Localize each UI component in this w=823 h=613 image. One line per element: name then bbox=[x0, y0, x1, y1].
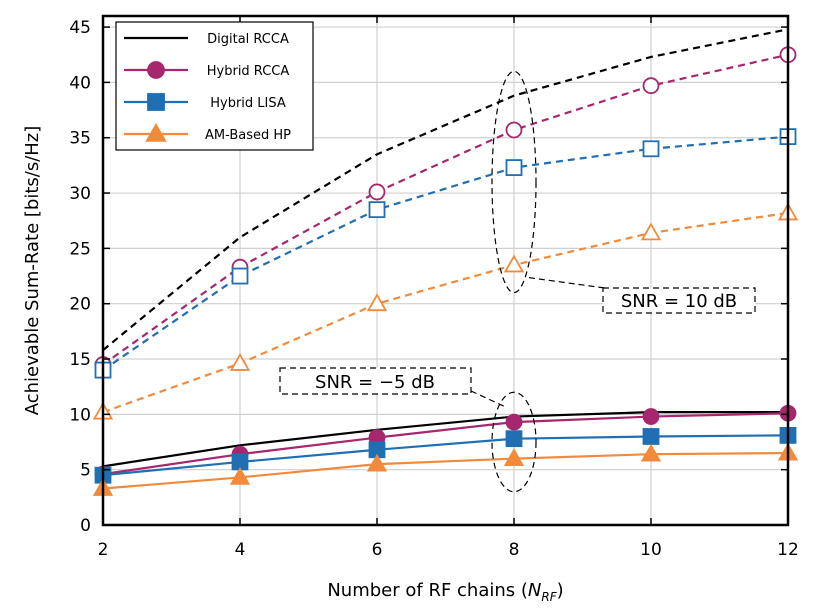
series-line bbox=[102, 28, 789, 352]
data-point bbox=[229, 466, 251, 485]
data-point bbox=[368, 183, 386, 201]
data-point bbox=[366, 293, 388, 312]
series-line bbox=[102, 211, 789, 414]
y-tick-label: 35 bbox=[69, 129, 91, 149]
data-point bbox=[640, 443, 662, 462]
series-line bbox=[102, 411, 788, 468]
plot-frame bbox=[101, 14, 790, 527]
x-axis-label-sub: RF bbox=[541, 590, 557, 604]
x-tick-label: 8 bbox=[509, 540, 520, 560]
y-tick-label: 40 bbox=[69, 73, 91, 93]
series-line bbox=[102, 135, 789, 371]
y-tick-label: 0 bbox=[80, 516, 91, 536]
legend-label: Hybrid RCCA bbox=[207, 64, 290, 79]
x-tick-label: 10 bbox=[640, 540, 662, 560]
y-tick-label: 20 bbox=[69, 295, 91, 315]
data-point bbox=[368, 201, 386, 219]
data-point bbox=[640, 222, 662, 241]
y-tick-label: 15 bbox=[69, 350, 91, 370]
legend-label: Hybrid LISA bbox=[210, 96, 286, 111]
x-tick-label: 12 bbox=[777, 540, 799, 560]
data-point bbox=[366, 453, 388, 472]
data-point bbox=[231, 267, 249, 285]
annotation-ellipse-snr-10db bbox=[491, 70, 537, 294]
x-axis-label-close: ) bbox=[557, 580, 564, 601]
data-point bbox=[503, 448, 525, 466]
series-hybrid-lisa-snr-m5db bbox=[94, 426, 797, 484]
data-point bbox=[503, 254, 525, 273]
x-tick-label: 6 bbox=[372, 540, 383, 560]
legend-marker bbox=[145, 122, 167, 142]
legend: Digital RCCA Hybrid RCCA Hybrid LISA AM-Bas… bbox=[115, 21, 314, 151]
annotation-label-snr-m5db: SNR = −5 dB bbox=[315, 372, 435, 393]
data-point bbox=[642, 408, 660, 425]
data-point bbox=[505, 430, 523, 448]
annotations: SNR = 10 dB SNR = −5 dB bbox=[279, 70, 756, 493]
series-digital-rcca-snr-10db bbox=[102, 28, 789, 352]
data-point bbox=[642, 77, 660, 95]
data-point bbox=[229, 353, 251, 371]
x-axis-label-math: N bbox=[528, 580, 541, 601]
annotation-box-snr-10db bbox=[602, 287, 756, 314]
data-point bbox=[505, 121, 523, 139]
y-tick-label: 30 bbox=[69, 184, 91, 204]
y-tick-label: 45 bbox=[69, 18, 91, 38]
series-line bbox=[102, 53, 789, 366]
series-line bbox=[102, 412, 789, 476]
legend-item: Hybrid LISA bbox=[124, 93, 286, 111]
legend-item: Hybrid RCCA bbox=[124, 61, 290, 79]
annotation-ellipse-snr-m5db bbox=[491, 391, 537, 493]
legend-marker bbox=[147, 61, 165, 79]
data-point bbox=[642, 140, 660, 158]
y-axis-label: Achievable Sum-Rate [bits/s/Hz] bbox=[22, 126, 43, 416]
series-layer bbox=[92, 28, 799, 496]
legend-marker bbox=[147, 93, 165, 111]
annotation-leader-snr-10db bbox=[528, 277, 606, 289]
legend-box bbox=[115, 21, 314, 151]
annotation-label-snr-10db: SNR = 10 dB bbox=[621, 291, 737, 312]
annotation-leader-snr-m5db bbox=[470, 390, 505, 407]
x-tick-label: 2 bbox=[98, 540, 109, 560]
y-tick-label: 10 bbox=[69, 405, 91, 425]
legend-item: AM-Based HP bbox=[124, 122, 291, 143]
legend-label: Digital RCCA bbox=[207, 32, 289, 47]
series-line bbox=[102, 434, 789, 477]
series-hybrid-lisa-snr-10db bbox=[94, 128, 797, 379]
x-tick-label: 4 bbox=[235, 540, 246, 560]
data-point bbox=[642, 428, 660, 445]
x-axis-label: Number of RF chains (NRF) bbox=[327, 580, 563, 604]
series-line bbox=[102, 451, 789, 490]
series-digital-rcca-snr-m5db bbox=[102, 411, 788, 468]
data-point bbox=[505, 413, 523, 431]
x-axis-label-text: Number of RF chains ( bbox=[327, 580, 528, 601]
data-point bbox=[505, 159, 523, 176]
y-tick-label: 5 bbox=[80, 461, 91, 481]
y-tick-label: 25 bbox=[69, 239, 91, 259]
legend-item: Digital RCCA bbox=[124, 32, 289, 47]
ticks: 2 4 6 8 10 12 0 5 10 15 20 25 30 35 40 45 bbox=[69, 16, 799, 560]
legend-label: AM-Based HP bbox=[205, 128, 291, 143]
annotation-box-snr-m5db bbox=[279, 367, 472, 395]
